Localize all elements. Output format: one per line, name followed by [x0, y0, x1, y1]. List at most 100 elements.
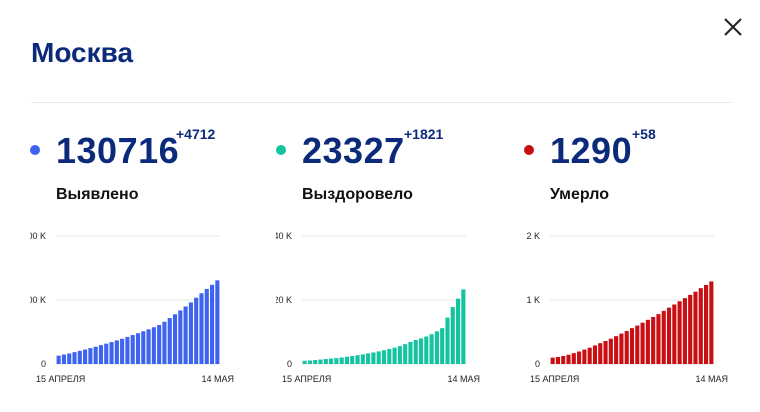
bar [215, 280, 220, 364]
bar [157, 324, 162, 364]
bar [392, 347, 397, 364]
bar [355, 355, 360, 364]
bar [450, 307, 455, 364]
bar [135, 333, 141, 364]
bar [204, 288, 209, 364]
bar [445, 317, 450, 364]
cases-chart: 0 100 K 200 K 15 АПРЕЛЯ 14 МАЯ [30, 231, 234, 384]
bar [704, 284, 709, 364]
bar [381, 350, 387, 364]
bar [387, 348, 392, 364]
stat-delta: +1821 [404, 126, 444, 142]
x-end-label: 14 МАЯ [201, 374, 234, 384]
bar [210, 284, 215, 364]
y-tick-label: 2 K [526, 231, 540, 241]
x-end-label: 14 МАЯ [695, 374, 728, 384]
bar [98, 345, 104, 364]
bar [640, 322, 645, 364]
bar [350, 356, 355, 364]
bar [130, 335, 135, 364]
bar [656, 314, 661, 364]
bar [376, 351, 381, 364]
bar [424, 336, 429, 364]
divider [31, 102, 731, 103]
bar [629, 328, 635, 364]
bar [366, 353, 371, 364]
bar [104, 343, 109, 364]
bar [114, 340, 119, 364]
bar [83, 349, 88, 364]
bar [619, 333, 624, 364]
y-tick-label: 200 K [30, 231, 46, 241]
bar [199, 293, 204, 364]
bar [313, 360, 318, 364]
bar [614, 336, 619, 364]
bar [555, 356, 560, 364]
x-start-label: 15 АПРЕЛЯ [282, 374, 331, 384]
bar [698, 288, 703, 364]
close-icon [724, 18, 742, 36]
bar [151, 327, 156, 364]
bar [167, 318, 172, 364]
stat-deaths: 1290 +58 Умерло 0 1 K 2 K 15 АПРЕЛЯ 14 МАЯ [524, 126, 760, 390]
bar [587, 347, 592, 364]
bar [88, 348, 93, 364]
bar [577, 351, 582, 364]
stat-value: 1290 [550, 130, 633, 171]
stat-value: 23327 [302, 130, 405, 171]
bar [635, 325, 640, 364]
bar [194, 297, 199, 364]
y-tick-label: 1 K [526, 295, 540, 305]
bar [125, 336, 130, 364]
bar [93, 346, 98, 364]
stat-value: 130716 [56, 130, 180, 171]
bar [67, 353, 72, 364]
close-button[interactable] [722, 16, 744, 38]
y-tick-label: 0 [287, 359, 292, 369]
bar [682, 298, 687, 364]
bar [146, 329, 151, 364]
bar [592, 345, 598, 364]
bar [571, 353, 576, 364]
bar [598, 343, 603, 364]
x-start-label: 15 АПРЕЛЯ [36, 374, 85, 384]
bar [413, 340, 418, 364]
bar [334, 358, 339, 364]
stat-cases: 130716 +4712 Выявлено 0 100 K 200 K 15 АПРЕ… [30, 126, 270, 390]
stat-recovered: 23327 +1821 Выздоровело 0 20 K 40 K 15 АПРЕ… [276, 126, 516, 390]
bar [666, 307, 672, 364]
y-tick-label: 40 K [276, 231, 292, 241]
bar [561, 356, 566, 364]
bar [456, 298, 461, 364]
bar [677, 301, 682, 364]
deaths-dot-icon [524, 145, 534, 155]
bar [661, 310, 666, 364]
bar [624, 331, 629, 364]
stat-label: Выявлено [56, 186, 139, 203]
bar [344, 356, 350, 364]
bar [461, 289, 466, 364]
stat-label: Выздоровело [302, 186, 413, 203]
bar [339, 357, 344, 364]
y-tick-label: 0 [41, 359, 46, 369]
bar [688, 294, 693, 364]
bar [318, 359, 323, 364]
bar [72, 352, 77, 364]
stat-label: Умерло [550, 186, 609, 203]
bar [434, 331, 439, 364]
bar [550, 357, 555, 364]
bar [608, 338, 613, 364]
bar [693, 291, 698, 364]
stat-delta: +4712 [176, 126, 216, 142]
recovered-dot-icon [276, 145, 286, 155]
bar [397, 346, 402, 364]
bar [120, 338, 125, 364]
bar [307, 360, 312, 364]
recovered-chart: 0 20 K 40 K 15 АПРЕЛЯ 14 МАЯ [276, 231, 480, 384]
bar [178, 310, 183, 364]
stat-delta: +58 [632, 126, 656, 142]
y-tick-label: 20 K [276, 295, 292, 305]
x-end-label: 14 МАЯ [447, 374, 480, 384]
bar [371, 352, 376, 364]
